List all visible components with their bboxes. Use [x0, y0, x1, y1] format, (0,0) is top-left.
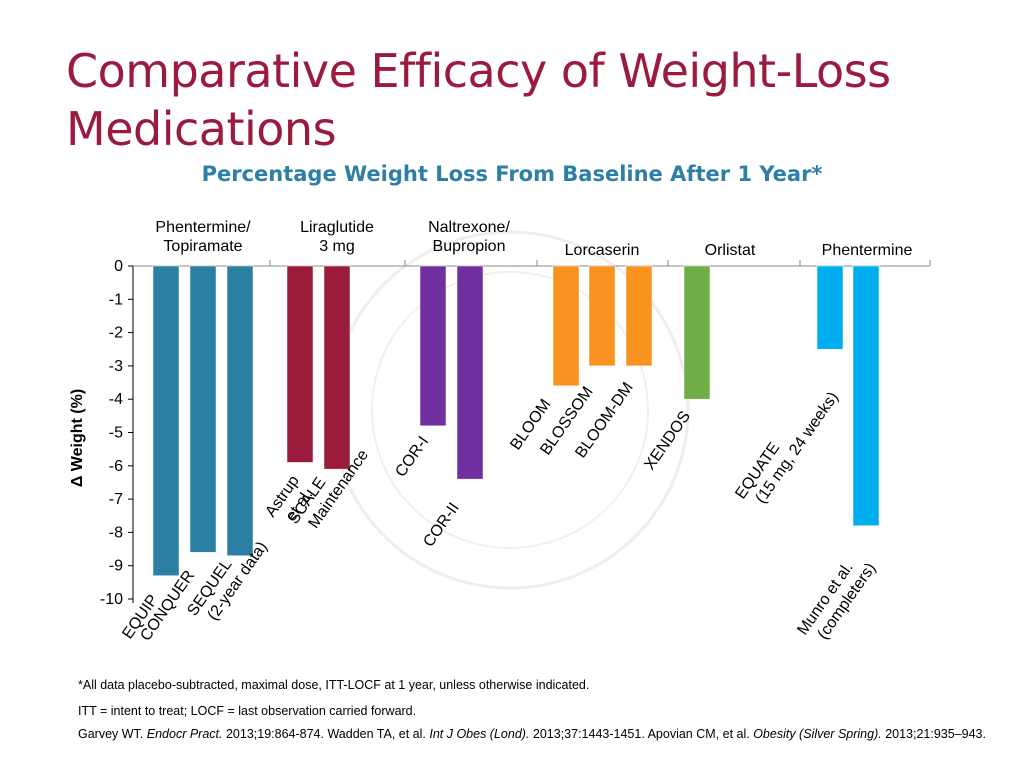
- y-tick-label: -3: [109, 358, 123, 375]
- bar-1-1: [323, 265, 351, 470]
- slide-title-line-1: Comparative Efficacy of Weight-Loss: [66, 44, 891, 98]
- footnote-definitions: ITT = intent to treat; LOCF = last obser…: [78, 704, 417, 718]
- bar-3-2: [625, 265, 653, 367]
- reference-segment: Obesity (Silver Spring).: [753, 727, 882, 741]
- y-tick-label: -7: [109, 491, 123, 508]
- slide-title: Comparative Efficacy of Weight-Loss Medi…: [66, 42, 966, 158]
- bar-0-1: [189, 265, 217, 553]
- group-header-3: Lorcaserin: [565, 242, 640, 259]
- footnote-itt-locf: *All data placebo-subtracted, maximal do…: [78, 678, 590, 692]
- references: Garvey WT. Endocr Pract. 2013;19:864-874…: [78, 726, 998, 742]
- bar-5-1: [852, 265, 880, 526]
- bar-2-0: [419, 265, 447, 427]
- y-axis-label: Δ Weight (%): [69, 389, 86, 487]
- reference-segment: Endocr Pract.: [146, 727, 223, 741]
- chart-title: Percentage Weight Loss From Baseline Aft…: [201, 162, 823, 186]
- bar-2-1: [456, 265, 484, 480]
- y-tick-label: -9: [109, 558, 123, 575]
- bar-4-0: [683, 265, 711, 400]
- bar-chart: 0 -1 -2 -3 -4 -5 -6 -7 -8 -9 -10 Δ Weight (%) Phente…: [69, 219, 931, 649]
- reference-segment: 2013;21:935–943.: [881, 727, 986, 741]
- reference-segment: Garvey WT.: [78, 727, 147, 741]
- bar-3-0: [552, 265, 580, 387]
- bar-label-2-0: COR-I: [392, 433, 432, 480]
- y-tick-label: 0: [114, 258, 123, 275]
- group-header-5: Phentermine: [822, 242, 913, 259]
- y-tick-label: -5: [109, 425, 123, 442]
- slide-title-line-2: Medications: [66, 102, 337, 156]
- y-tick-label: -10: [100, 591, 123, 608]
- bar-label-2-1: COR-II: [420, 500, 462, 551]
- y-tick-label: -4: [109, 391, 123, 408]
- group-header-0: Phentermine/Topiramate: [155, 219, 251, 255]
- y-tick-label: -2: [109, 325, 123, 342]
- reference-segment: Int J Obes (Lond).: [429, 727, 530, 741]
- y-tick-label: -8: [109, 524, 123, 541]
- bar-3-1: [588, 265, 616, 367]
- bar-1-0: [286, 265, 314, 463]
- bar-0-2: [226, 265, 254, 556]
- reference-segment: 2013;37:1443-1451. Apovian CM, et al.: [529, 727, 754, 741]
- bar-label-5-1: Munro et al.(completers): [794, 549, 879, 649]
- y-tick-label: -1: [109, 291, 123, 308]
- group-header-2: Naltrexone/Bupropion: [428, 219, 510, 255]
- bar-0-0: [152, 265, 180, 576]
- bar-label-5-0: EQUATE(15 mg, 24 weeks): [732, 378, 842, 513]
- watermark-seal-inner: [371, 271, 649, 549]
- bar-5-0: [816, 265, 844, 350]
- group-header-1: Liraglutide 3 mg: [300, 219, 374, 255]
- group-header-4: Orlistat: [705, 242, 756, 259]
- reference-segment: 2013;19:864-874. Wadden TA, et al.: [222, 727, 430, 741]
- y-tick-label: -6: [109, 458, 123, 475]
